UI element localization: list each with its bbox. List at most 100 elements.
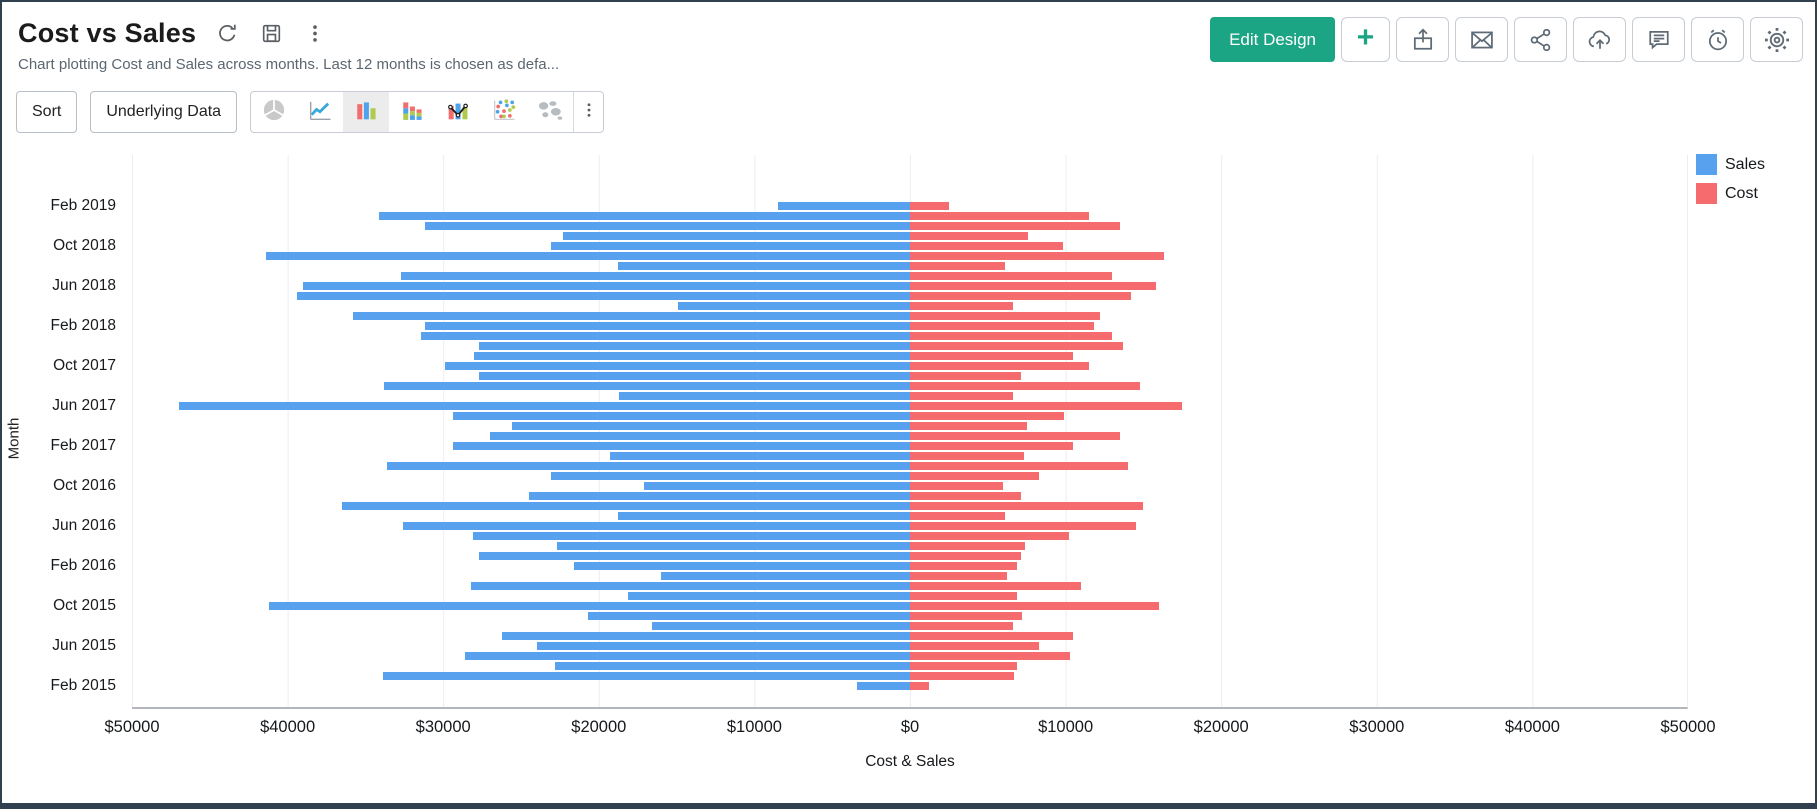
add-button[interactable]: + bbox=[1341, 17, 1390, 62]
sales-bar[interactable] bbox=[296, 292, 910, 300]
sales-bar[interactable] bbox=[424, 222, 910, 230]
cost-bar[interactable] bbox=[910, 612, 1022, 620]
sales-bar[interactable] bbox=[511, 422, 910, 430]
alert-button[interactable] bbox=[1691, 17, 1744, 62]
sales-bar[interactable] bbox=[479, 342, 910, 350]
sales-bar[interactable] bbox=[643, 482, 910, 490]
chart-type-combo[interactable] bbox=[435, 92, 481, 132]
cost-bar[interactable] bbox=[910, 642, 1040, 650]
chart-type-bar[interactable] bbox=[343, 92, 390, 132]
cost-bar[interactable] bbox=[910, 672, 1015, 680]
cost-bar[interactable] bbox=[910, 212, 1089, 220]
cloud-upload-button[interactable] bbox=[1573, 17, 1626, 62]
more-vertical-icon[interactable] bbox=[302, 21, 328, 47]
chart-type-line[interactable] bbox=[297, 92, 343, 132]
cost-bar[interactable] bbox=[910, 512, 1005, 520]
plot-area[interactable] bbox=[132, 155, 1688, 709]
cost-bar[interactable] bbox=[910, 652, 1071, 660]
cost-bar[interactable] bbox=[910, 682, 929, 690]
legend-item-sales[interactable]: Sales bbox=[1696, 154, 1765, 175]
cost-bar[interactable] bbox=[910, 262, 1005, 270]
sales-bar[interactable] bbox=[502, 632, 910, 640]
sales-bar[interactable] bbox=[465, 652, 910, 660]
cost-bar[interactable] bbox=[910, 272, 1113, 280]
share-button[interactable] bbox=[1514, 17, 1567, 62]
cost-bar[interactable] bbox=[910, 282, 1156, 290]
cost-bar[interactable] bbox=[910, 302, 1013, 310]
cost-bar[interactable] bbox=[910, 382, 1141, 390]
cost-bar[interactable] bbox=[910, 472, 1040, 480]
sales-bar[interactable] bbox=[303, 282, 910, 290]
cost-bar[interactable] bbox=[910, 392, 1013, 400]
cost-bar[interactable] bbox=[910, 492, 1021, 500]
chart-type-pie[interactable] bbox=[251, 92, 297, 132]
sales-bar[interactable] bbox=[479, 552, 910, 560]
cost-bar[interactable] bbox=[910, 552, 1021, 560]
sales-bar[interactable] bbox=[452, 412, 910, 420]
comment-button[interactable] bbox=[1632, 17, 1685, 62]
cost-bar[interactable] bbox=[910, 462, 1128, 470]
sales-bar[interactable] bbox=[777, 202, 910, 210]
sales-bar[interactable] bbox=[550, 472, 910, 480]
sales-bar[interactable] bbox=[265, 252, 910, 260]
sales-bar[interactable] bbox=[555, 662, 910, 670]
underlying-data-button[interactable]: Underlying Data bbox=[90, 91, 238, 133]
sales-bar[interactable] bbox=[550, 242, 910, 250]
sales-bar[interactable] bbox=[661, 572, 910, 580]
sales-bar[interactable] bbox=[384, 382, 910, 390]
cost-bar[interactable] bbox=[910, 602, 1159, 610]
export-button[interactable] bbox=[1396, 17, 1449, 62]
sales-bar[interactable] bbox=[474, 352, 910, 360]
sales-bar[interactable] bbox=[268, 602, 910, 610]
sales-bar[interactable] bbox=[678, 302, 910, 310]
sales-bar[interactable] bbox=[573, 562, 910, 570]
chart-type-more-button[interactable] bbox=[573, 92, 603, 132]
cost-bar[interactable] bbox=[910, 632, 1074, 640]
sales-bar[interactable] bbox=[424, 322, 910, 330]
cost-bar[interactable] bbox=[910, 252, 1164, 260]
sales-bar[interactable] bbox=[617, 262, 910, 270]
cost-bar[interactable] bbox=[910, 332, 1113, 340]
sales-bar[interactable] bbox=[401, 272, 910, 280]
edit-design-button[interactable]: Edit Design bbox=[1210, 17, 1335, 62]
cost-bar[interactable] bbox=[910, 562, 1018, 570]
sales-bar[interactable] bbox=[178, 402, 910, 410]
sales-bar[interactable] bbox=[471, 582, 910, 590]
cost-bar[interactable] bbox=[910, 362, 1089, 370]
save-icon[interactable] bbox=[258, 21, 284, 47]
cost-bar[interactable] bbox=[910, 422, 1027, 430]
sales-bar[interactable] bbox=[452, 442, 910, 450]
cost-bar[interactable] bbox=[910, 352, 1074, 360]
cost-bar[interactable] bbox=[910, 342, 1124, 350]
cost-bar[interactable] bbox=[910, 232, 1029, 240]
cost-bar[interactable] bbox=[910, 432, 1121, 440]
sales-bar[interactable] bbox=[489, 432, 910, 440]
sales-bar[interactable] bbox=[563, 232, 910, 240]
sales-bar[interactable] bbox=[628, 592, 910, 600]
sales-bar[interactable] bbox=[472, 532, 910, 540]
chart-type-scatter[interactable] bbox=[481, 92, 527, 132]
cost-bar[interactable] bbox=[910, 402, 1183, 410]
cost-bar[interactable] bbox=[910, 662, 1018, 670]
sales-bar[interactable] bbox=[421, 332, 910, 340]
refresh-icon[interactable] bbox=[214, 21, 240, 47]
cost-bar[interactable] bbox=[910, 582, 1082, 590]
chart-type-stacked-bar[interactable] bbox=[389, 92, 435, 132]
sales-bar[interactable] bbox=[617, 512, 910, 520]
sales-bar[interactable] bbox=[342, 502, 910, 510]
cost-bar[interactable] bbox=[910, 452, 1024, 460]
cost-bar[interactable] bbox=[910, 222, 1121, 230]
sales-bar[interactable] bbox=[651, 622, 910, 630]
cost-bar[interactable] bbox=[910, 442, 1074, 450]
sales-bar[interactable] bbox=[479, 372, 910, 380]
cost-bar[interactable] bbox=[910, 502, 1144, 510]
sort-button[interactable]: Sort bbox=[16, 91, 78, 133]
legend-item-cost[interactable]: Cost bbox=[1696, 183, 1765, 204]
email-button[interactable] bbox=[1455, 17, 1508, 62]
sales-bar[interactable] bbox=[387, 462, 910, 470]
sales-bar[interactable] bbox=[353, 312, 910, 320]
sales-bar[interactable] bbox=[536, 642, 910, 650]
sales-bar[interactable] bbox=[857, 682, 910, 690]
cost-bar[interactable] bbox=[910, 242, 1063, 250]
sales-bar[interactable] bbox=[444, 362, 910, 370]
